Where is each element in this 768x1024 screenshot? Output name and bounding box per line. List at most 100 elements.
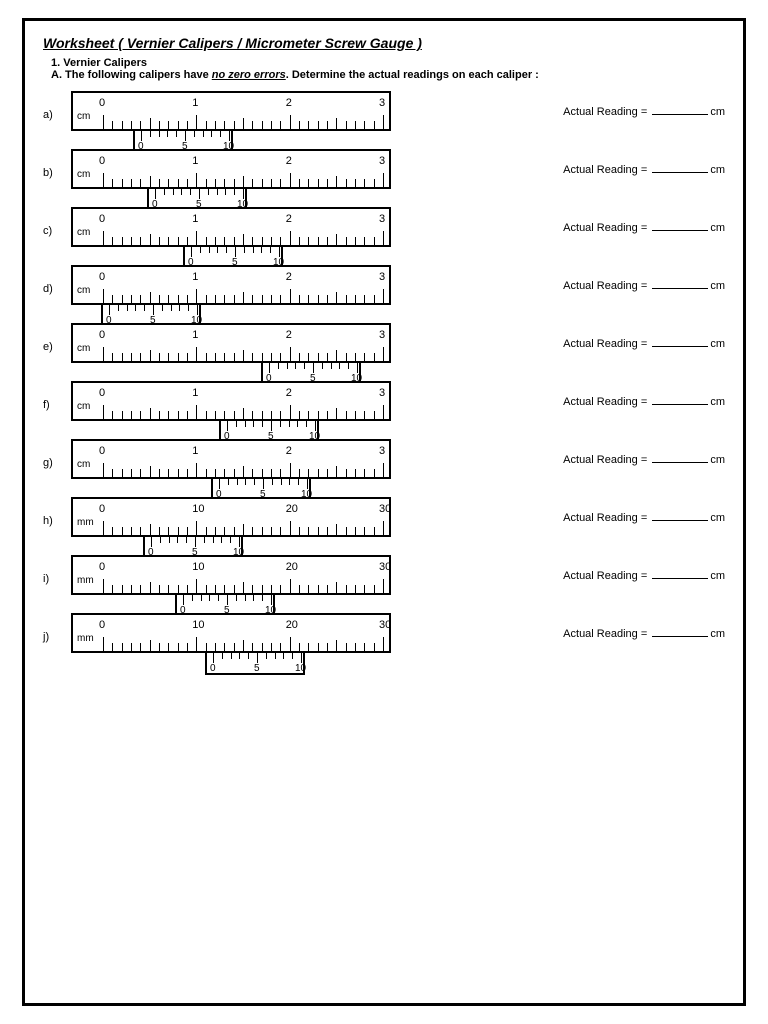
reading-label: Actual Reading =: [563, 222, 647, 234]
major-label: 30: [379, 561, 391, 573]
unit-label: cm: [77, 343, 90, 354]
major-label: 1: [192, 329, 198, 341]
scale-wrap: mm01020300510: [71, 497, 411, 537]
row-label: h): [43, 497, 71, 527]
major-label: 0: [99, 271, 105, 283]
reading-label: Actual Reading =: [563, 164, 647, 176]
caliper-row: j)mm01020300510Actual Reading = cm: [43, 613, 725, 653]
major-label: 1: [192, 445, 198, 457]
unit-label: mm: [77, 633, 94, 644]
reading-blank[interactable]: [652, 105, 708, 115]
major-label: 3: [379, 155, 385, 167]
caliper-rows: a)cm01230510Actual Reading = cmb)cm01230…: [43, 91, 725, 653]
scale-wrap: cm01230510: [71, 91, 411, 131]
main-scale: cm0123: [71, 207, 391, 247]
unit-label: cm: [77, 169, 90, 180]
major-label: 0: [99, 561, 105, 573]
major-label: 3: [379, 445, 385, 457]
major-label: 1: [192, 155, 198, 167]
major-label: 10: [192, 561, 204, 573]
reading-blank[interactable]: [652, 279, 708, 289]
reading-field: Actual Reading = cm: [563, 149, 725, 176]
major-label: 3: [379, 329, 385, 341]
reading-field: Actual Reading = cm: [563, 439, 725, 466]
major-label: 0: [99, 387, 105, 399]
major-label: 1: [192, 271, 198, 283]
main-scale: cm0123: [71, 381, 391, 421]
reading-blank[interactable]: [652, 453, 708, 463]
major-label: 3: [379, 271, 385, 283]
reading-unit: cm: [710, 512, 725, 524]
major-label: 1: [192, 97, 198, 109]
scale-wrap: mm01020300510: [71, 613, 411, 653]
major-label: 30: [379, 503, 391, 515]
unit-label: cm: [77, 285, 90, 296]
reading-field: Actual Reading = cm: [563, 381, 725, 408]
caliper-row: h)mm01020300510Actual Reading = cm: [43, 497, 725, 537]
reading-unit: cm: [710, 338, 725, 350]
reading-blank[interactable]: [652, 569, 708, 579]
major-label: 1: [192, 213, 198, 225]
row-label: i): [43, 555, 71, 585]
major-label: 10: [192, 503, 204, 515]
scale-wrap: cm01230510: [71, 149, 411, 189]
major-label: 0: [99, 329, 105, 341]
reading-blank[interactable]: [652, 627, 708, 637]
reading-blank[interactable]: [652, 337, 708, 347]
row-label: b): [43, 149, 71, 179]
unit-label: cm: [77, 111, 90, 122]
major-label: 0: [99, 619, 105, 631]
main-scale: cm0123: [71, 439, 391, 479]
scale-wrap: cm01230510: [71, 207, 411, 247]
section-subtitle: A. The following calipers have no zero e…: [51, 69, 725, 81]
reading-unit: cm: [710, 454, 725, 466]
reading-blank[interactable]: [652, 221, 708, 231]
reading-field: Actual Reading = cm: [563, 323, 725, 350]
major-label: 2: [286, 155, 292, 167]
major-label: 2: [286, 387, 292, 399]
caliper-row: d)cm01230510Actual Reading = cm: [43, 265, 725, 305]
unit-label: cm: [77, 459, 90, 470]
reading-blank[interactable]: [652, 163, 708, 173]
main-scale: mm0102030: [71, 613, 391, 653]
main-scale: cm0123: [71, 323, 391, 363]
reading-field: Actual Reading = cm: [563, 265, 725, 292]
reading-label: Actual Reading =: [563, 512, 647, 524]
row-label: f): [43, 381, 71, 411]
reading-label: Actual Reading =: [563, 454, 647, 466]
main-scale: mm0102030: [71, 555, 391, 595]
major-label: 3: [379, 213, 385, 225]
vernier-label: 10: [295, 663, 306, 674]
major-label: 1: [192, 387, 198, 399]
scale-wrap: cm01230510: [71, 265, 411, 305]
major-label: 20: [286, 561, 298, 573]
reading-unit: cm: [710, 222, 725, 234]
major-label: 0: [99, 97, 105, 109]
major-label: 20: [286, 503, 298, 515]
major-label: 0: [99, 213, 105, 225]
reading-unit: cm: [710, 628, 725, 640]
worksheet-title: Worksheet ( Vernier Calipers / Micromete…: [43, 35, 725, 51]
reading-field: Actual Reading = cm: [563, 91, 725, 118]
reading-label: Actual Reading =: [563, 628, 647, 640]
reading-label: Actual Reading =: [563, 106, 647, 118]
reading-field: Actual Reading = cm: [563, 555, 725, 582]
row-label: e): [43, 323, 71, 353]
row-label: c): [43, 207, 71, 237]
unit-label: cm: [77, 401, 90, 412]
vernier-scale: 0510: [205, 651, 305, 675]
reading-blank[interactable]: [652, 511, 708, 521]
main-scale: cm0123: [71, 91, 391, 131]
row-label: a): [43, 91, 71, 121]
reading-unit: cm: [710, 106, 725, 118]
reading-label: Actual Reading =: [563, 280, 647, 292]
reading-blank[interactable]: [652, 395, 708, 405]
reading-unit: cm: [710, 280, 725, 292]
caliper-row: g)cm01230510Actual Reading = cm: [43, 439, 725, 479]
major-label: 3: [379, 97, 385, 109]
reading-field: Actual Reading = cm: [563, 497, 725, 524]
major-label: 0: [99, 503, 105, 515]
vernier-label: 5: [254, 663, 260, 674]
section-sub-a: A. The following calipers have: [51, 69, 212, 81]
reading-label: Actual Reading =: [563, 396, 647, 408]
